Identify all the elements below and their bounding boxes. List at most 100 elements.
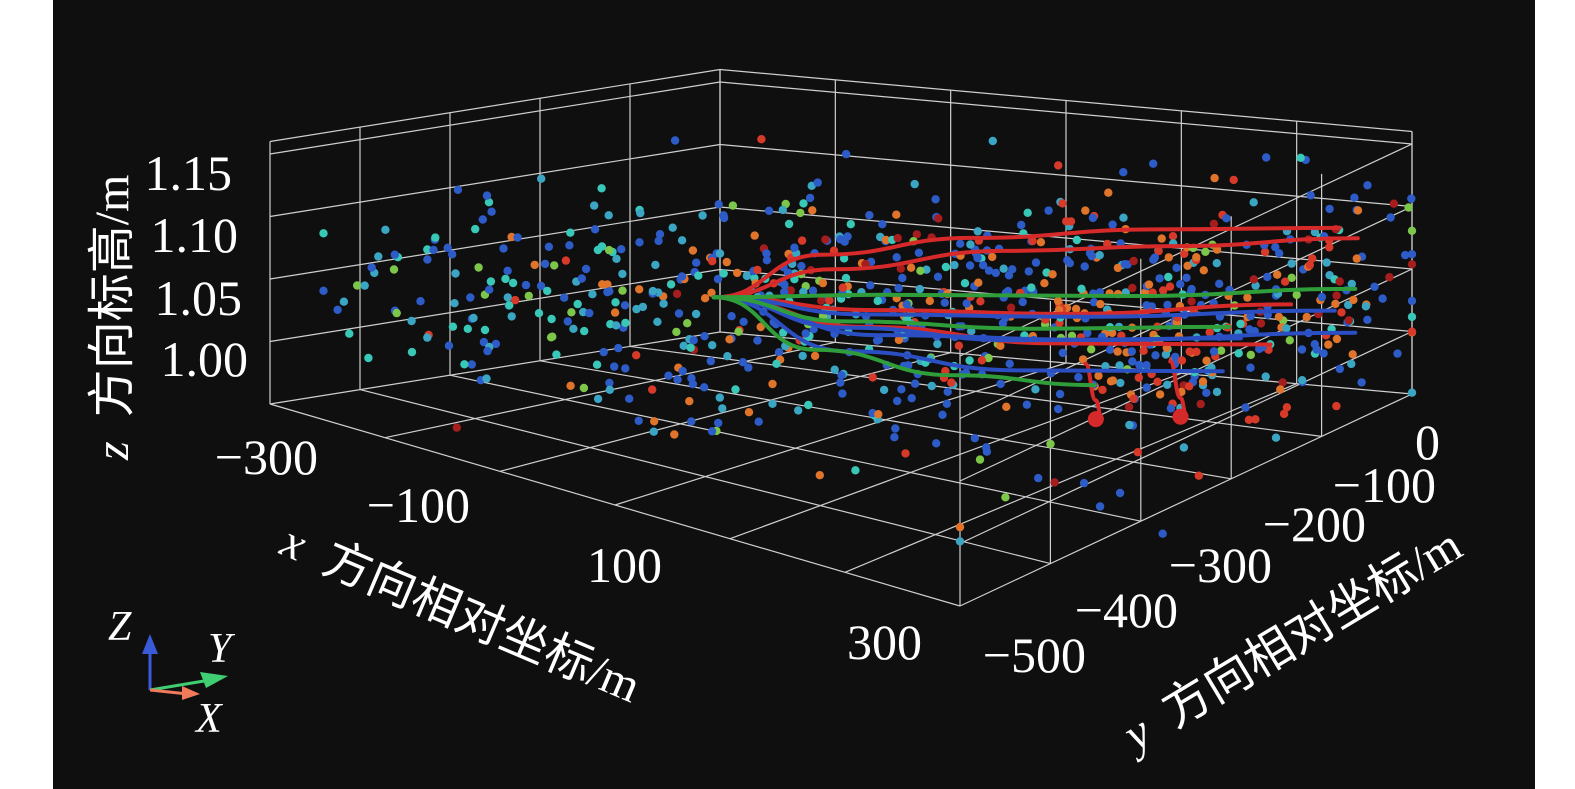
scatter-point xyxy=(1028,236,1037,246)
scatter-point xyxy=(1058,199,1067,208)
trajectory-blue xyxy=(711,295,1225,374)
scatter-point xyxy=(1335,277,1344,286)
scatter-point xyxy=(938,410,947,419)
scatter-point xyxy=(810,351,820,361)
scatter-point xyxy=(1282,403,1292,412)
scatter-point xyxy=(714,200,723,209)
scatter-point xyxy=(484,198,494,207)
scatter-point xyxy=(592,360,602,369)
scatter-point xyxy=(707,427,717,436)
scatter-point xyxy=(670,430,679,439)
scatter-point xyxy=(1192,347,1201,356)
scatter-point xyxy=(1202,388,1211,397)
scatter-point xyxy=(892,253,901,262)
scatter-point xyxy=(1040,279,1049,288)
scatter-point xyxy=(879,385,889,395)
orientation-triad: Z Y X xyxy=(108,604,236,742)
scatter-point xyxy=(1275,249,1284,258)
scatter-point xyxy=(874,335,884,344)
scatter-point xyxy=(577,274,586,283)
scatter-point xyxy=(893,233,902,243)
scatter-point xyxy=(1183,261,1192,270)
scatter-point xyxy=(915,284,924,294)
trajectory-green xyxy=(711,295,1232,331)
scatter-point xyxy=(1005,359,1014,368)
scatter-point xyxy=(1201,247,1210,256)
scatter-point xyxy=(691,309,701,319)
scatter-point xyxy=(1407,226,1417,235)
scatter-point xyxy=(1096,299,1105,309)
scatter-point xyxy=(654,236,663,246)
scatter-point xyxy=(672,289,682,299)
scatter-point xyxy=(764,206,774,215)
scatter-point xyxy=(1332,334,1342,344)
floor-grid-line xyxy=(844,383,1297,573)
scatter-point xyxy=(774,348,784,357)
scatter-point xyxy=(1155,274,1164,283)
back-wall-grid-line xyxy=(719,143,1413,208)
scatter-point xyxy=(1297,345,1307,354)
scatter-point xyxy=(1161,350,1171,359)
scatter-point xyxy=(1404,203,1413,212)
scatter-point xyxy=(1129,394,1138,403)
scatter-point xyxy=(1066,217,1076,226)
scatter-point xyxy=(452,423,461,432)
scatter-point xyxy=(651,260,660,270)
scatter-point xyxy=(1312,345,1321,354)
scatter-point xyxy=(933,272,943,281)
scatter-point xyxy=(611,321,621,330)
scatter-point xyxy=(1142,301,1151,310)
scatter-point xyxy=(540,259,550,269)
scatter-point xyxy=(635,238,644,247)
scatter-point xyxy=(579,383,589,393)
scatter-point xyxy=(1348,350,1357,359)
scatter-point xyxy=(786,286,795,295)
scatter-point xyxy=(881,235,891,245)
x-tick-label: −300 xyxy=(215,429,318,485)
scatter-point xyxy=(772,359,781,368)
scatter-point xyxy=(597,184,606,193)
scatter-point xyxy=(1113,263,1123,273)
scatter-point xyxy=(1063,256,1072,265)
scatter-point xyxy=(1128,357,1137,366)
scatter-point xyxy=(423,255,432,264)
scatter-point xyxy=(1153,377,1162,386)
scatter-point xyxy=(610,362,619,371)
scatter-point xyxy=(754,417,763,426)
scatter-point xyxy=(683,319,692,328)
scatter-point xyxy=(632,351,641,360)
scatter-point xyxy=(407,316,416,326)
scatter-point xyxy=(581,264,591,274)
scatter-point xyxy=(666,280,676,289)
scatter-point xyxy=(1332,401,1341,411)
scatter-point xyxy=(649,427,658,436)
scatter-point xyxy=(503,266,512,275)
scatter-point xyxy=(1357,378,1366,387)
scatter-point xyxy=(1058,348,1068,358)
scatter-point xyxy=(1274,312,1284,321)
scatter-point xyxy=(1310,227,1320,237)
scatter-point xyxy=(1163,380,1172,389)
scatter-point xyxy=(360,281,369,290)
x-tick-label: 300 xyxy=(847,614,922,670)
scatter-point xyxy=(1273,270,1282,279)
scatter-point xyxy=(725,335,734,344)
scatter-point xyxy=(1234,349,1243,358)
scatter-point xyxy=(668,223,677,232)
scatter-point xyxy=(1370,282,1379,291)
scatter-point xyxy=(677,236,687,245)
triad-x-arrow xyxy=(149,688,189,696)
scatter-point xyxy=(955,537,965,546)
scatter-point xyxy=(1004,271,1014,280)
scatter-point xyxy=(1079,478,1089,488)
y-tick-label: −400 xyxy=(1075,582,1178,638)
floor-grid-line xyxy=(729,372,1182,540)
scatter-point xyxy=(1363,315,1372,324)
scatter-point xyxy=(1166,404,1176,413)
side-wall-edge xyxy=(269,68,721,143)
scatter-point xyxy=(1031,385,1040,394)
z-tick-label: 1.10 xyxy=(151,207,239,263)
scatter-point xyxy=(1134,373,1144,382)
scatter-point xyxy=(1389,199,1399,208)
